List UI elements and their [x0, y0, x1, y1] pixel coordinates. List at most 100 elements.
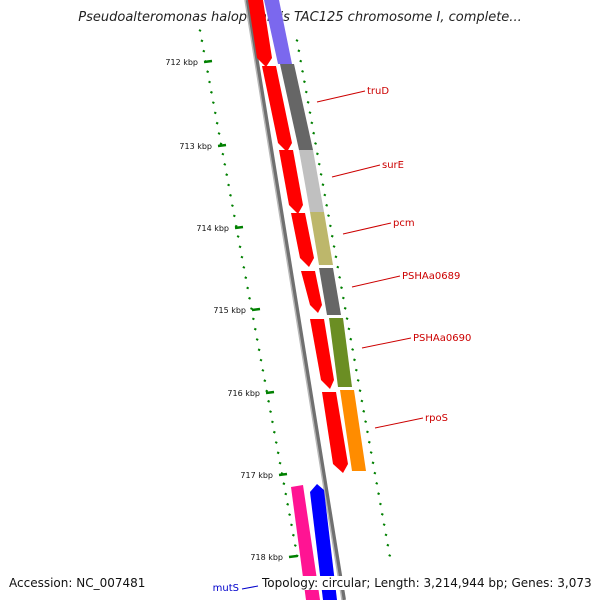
major-tick: [234, 225, 244, 230]
gene-block-PSHAa0689[interactable]: [319, 268, 341, 315]
minor-tick: [242, 266, 246, 269]
minor-tick: [240, 255, 244, 259]
minor-tick: [248, 296, 252, 300]
gene-label-truD[interactable]: truD: [367, 86, 389, 97]
major-tick: [278, 472, 288, 477]
minor-tick: [332, 245, 336, 248]
label-leader-line: [351, 275, 401, 288]
minor-tick: [302, 80, 306, 84]
gene-label-PSHAa0690[interactable]: PSHAa0690: [413, 333, 471, 344]
label-leader-line: [374, 417, 424, 429]
label-leader-line: [241, 585, 259, 590]
minor-tick: [238, 245, 242, 249]
minor-tick: [353, 358, 356, 362]
minor-tick: [206, 70, 210, 74]
minor-tick: [278, 461, 282, 465]
cds-arrow[interactable]: [291, 213, 314, 267]
minor-tick: [297, 49, 301, 53]
tick-label: 718 kbp: [250, 553, 283, 562]
lower-genes: [291, 484, 337, 600]
backbone: [244, 0, 346, 600]
minor-tick: [236, 235, 240, 238]
gene-label-rpoS[interactable]: rpoS: [425, 413, 448, 424]
minor-tick: [270, 420, 274, 424]
gene-block-rpoS[interactable]: [340, 390, 366, 471]
tick-label: 717 kbp: [240, 471, 273, 480]
minor-ticks: [198, 29, 392, 558]
minor-tick: [334, 255, 338, 259]
gene-label-PSHAa0689[interactable]: PSHAa0689: [402, 271, 460, 282]
gene-label-surE[interactable]: surE: [382, 160, 404, 171]
gene-block-surE[interactable]: [299, 150, 324, 212]
minor-tick: [304, 90, 308, 94]
gene-column: [264, 0, 366, 471]
gene-label-mutS[interactable]: mutS: [213, 583, 239, 594]
minor-tick: [371, 461, 375, 465]
minor-tick: [223, 163, 227, 166]
minor-tick: [317, 162, 321, 166]
cds-arrow[interactable]: [310, 319, 334, 389]
label-leader-line: [361, 337, 412, 349]
minor-tick: [291, 533, 295, 537]
minor-tick: [323, 193, 327, 197]
minor-tick: [265, 389, 269, 393]
minor-tick: [263, 379, 267, 383]
cds-arrow[interactable]: [322, 392, 348, 473]
gene-labels: truD surE pcm PSHAa0689 PSHAa0690 rpoS mutS: [213, 86, 472, 594]
minor-tick: [295, 39, 299, 42]
tick-label: 713 kbp: [179, 142, 212, 151]
minor-tick: [269, 410, 272, 413]
minor-tick: [282, 482, 286, 486]
gene-block-truD[interactable]: [280, 64, 313, 150]
map-title: Pseudoalteromonas haloplanktis TAC125 ch…: [78, 10, 522, 25]
minor-tick: [244, 276, 248, 280]
gene-block-pcm[interactable]: [310, 212, 333, 265]
minor-tick: [378, 502, 382, 506]
minor-tick: [343, 306, 347, 310]
cds-arrow[interactable]: [301, 271, 322, 313]
minor-tick: [299, 59, 303, 63]
gene-block-mutS[interactable]: [310, 484, 337, 600]
cds-arrow[interactable]: [262, 66, 292, 152]
minor-tick: [267, 399, 271, 403]
minor-tick: [338, 276, 342, 279]
minor-tick: [202, 49, 206, 53]
minor-tick: [211, 101, 215, 104]
tick-label: 716 kbp: [227, 389, 260, 398]
minor-tick: [288, 513, 292, 516]
minor-tick: [246, 286, 250, 290]
minor-tick: [373, 471, 377, 475]
minor-tick: [251, 317, 255, 321]
minor-tick: [312, 131, 316, 135]
minor-tick: [286, 502, 290, 506]
minor-tick: [213, 111, 217, 115]
cds-arrow[interactable]: [248, 0, 272, 67]
minor-tick: [380, 512, 384, 516]
accession-text: Accession: NC_007481: [9, 576, 146, 590]
minor-tick: [347, 327, 351, 331]
minor-tick: [367, 440, 371, 444]
minor-tick: [336, 265, 340, 269]
minor-tick: [349, 337, 353, 341]
minor-tick: [253, 327, 257, 331]
label-leader-line: [316, 90, 366, 103]
gene-block-purple[interactable]: [264, 0, 292, 64]
minor-tick: [219, 142, 223, 146]
major-tick: [251, 307, 261, 312]
major-tick: [203, 59, 213, 64]
minor-tick: [208, 80, 211, 84]
cds-arrow[interactable]: [279, 150, 303, 214]
minor-tick: [340, 286, 343, 290]
gene-block-pink[interactable]: [291, 485, 320, 600]
gene-label-pcm[interactable]: pcm: [393, 218, 415, 229]
minor-tick: [272, 430, 276, 434]
minor-tick: [366, 430, 369, 434]
minor-tick: [257, 348, 261, 352]
gene-block-PSHAa0690[interactable]: [329, 318, 352, 387]
genome-summary-text: Topology: circular; Length: 3,214,944 bp…: [262, 576, 592, 590]
minor-tick: [209, 90, 213, 94]
minor-tick: [321, 183, 325, 187]
tick-label: 715 kbp: [213, 306, 246, 315]
minor-tick: [328, 224, 332, 228]
